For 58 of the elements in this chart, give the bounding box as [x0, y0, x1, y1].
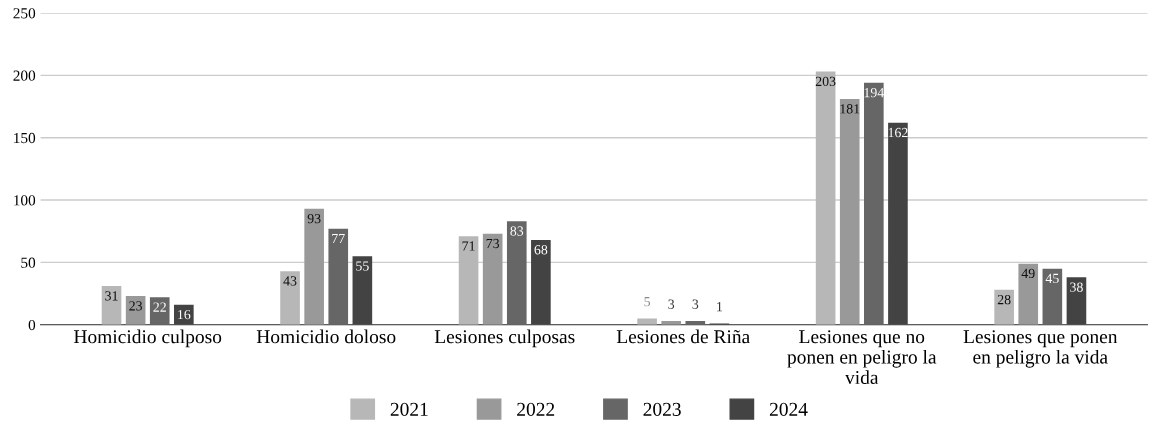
- data-label: 71: [462, 241, 475, 251]
- bar: [815, 71, 836, 325]
- data-label: 194: [864, 87, 885, 98]
- data-label: 83: [510, 226, 524, 236]
- bar: [280, 271, 300, 325]
- bar: [1066, 277, 1087, 325]
- data-label: 77: [332, 233, 345, 244]
- data-label: 45: [1045, 273, 1059, 284]
- data-label: 68: [534, 245, 548, 255]
- bar: [864, 82, 884, 325]
- bar: [839, 99, 860, 325]
- bar: [994, 289, 1014, 325]
- data-label: 43: [283, 276, 297, 286]
- data-label: 5: [644, 297, 651, 307]
- x-tick-label: Lesiones de Riña: [616, 329, 750, 344]
- bar: [1042, 268, 1063, 325]
- legend-label: 2024: [769, 402, 808, 416]
- bar: [149, 297, 170, 325]
- legend-label: 2021: [390, 402, 428, 416]
- y-tick-label: 150: [14, 132, 36, 144]
- bar: [304, 208, 324, 325]
- bar: [352, 256, 373, 325]
- data-label: 49: [1021, 268, 1035, 279]
- data-label: 93: [307, 213, 321, 224]
- x-tick-label: Homicidio culposo: [73, 329, 222, 348]
- bar: [888, 122, 908, 325]
- y-tick-label: 250: [13, 8, 36, 19]
- y-tick-label: 50: [21, 257, 36, 268]
- data-label: 55: [356, 261, 369, 271]
- data-label: 28: [997, 294, 1011, 305]
- y-tick-label: 100: [14, 195, 36, 206]
- data-label: 16: [178, 309, 191, 320]
- bar: [482, 233, 503, 325]
- bar: [458, 236, 479, 325]
- data-label: 31: [105, 291, 118, 301]
- data-label: 3: [668, 299, 675, 309]
- legend-label: 2022: [517, 402, 555, 416]
- bar: [1018, 263, 1039, 325]
- x-tick-label: Homicidio doloso: [256, 329, 396, 344]
- data-label: 22: [153, 302, 166, 312]
- data-label: 1: [717, 302, 723, 312]
- data-label: 162: [888, 127, 908, 138]
- data-label: 23: [129, 301, 143, 311]
- bar: [328, 228, 349, 325]
- data-label: 38: [1070, 282, 1083, 292]
- bar: [506, 221, 527, 325]
- legend-label: 2023: [643, 402, 681, 416]
- x-tick-label: Lesiones que ponen en peligro la vida: [963, 330, 1118, 368]
- data-label: 73: [486, 238, 500, 249]
- x-tick-label: Lesiones culposas: [434, 329, 575, 348]
- data-label: 203: [815, 76, 836, 87]
- bar: [101, 286, 122, 325]
- x-tick-label: Lesiones que no ponen en peligro la vida: [787, 330, 937, 385]
- data-label: 3: [692, 299, 699, 309]
- y-tick-label: 200: [13, 70, 36, 81]
- bar: [531, 239, 551, 325]
- data-label: 181: [840, 104, 860, 114]
- y-tick-label: 0: [28, 319, 36, 331]
